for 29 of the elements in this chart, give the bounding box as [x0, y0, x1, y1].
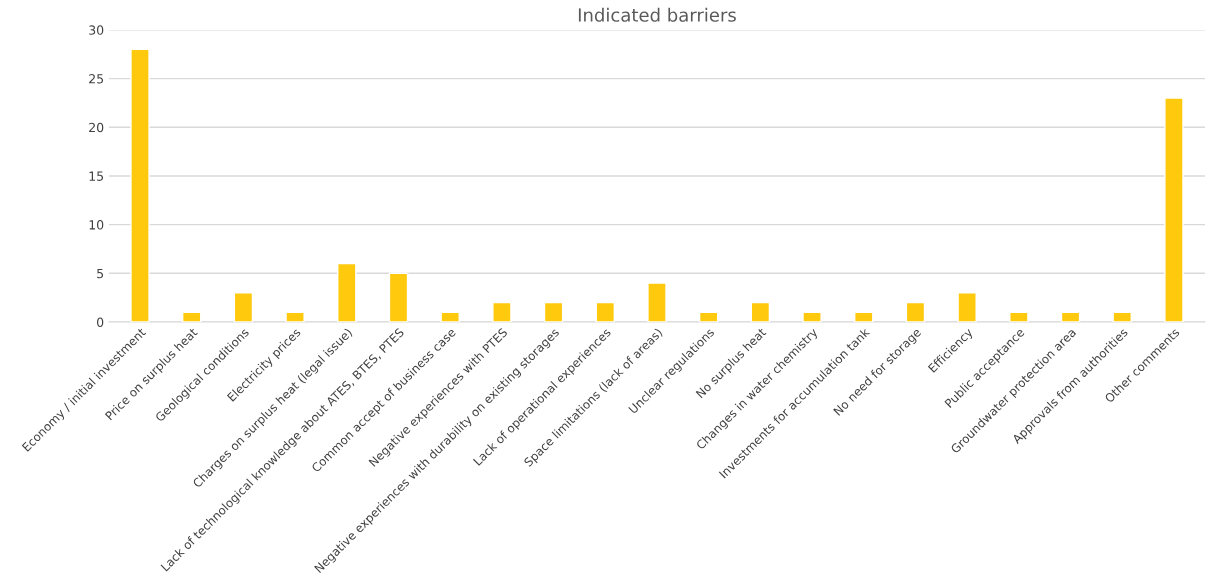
bar	[750, 301, 771, 322]
bar	[181, 311, 202, 322]
bar	[1112, 311, 1132, 322]
bar	[957, 292, 977, 322]
bar	[130, 48, 150, 322]
bar	[1164, 97, 1184, 322]
bar	[802, 311, 822, 322]
bar	[285, 311, 305, 322]
bar	[1060, 311, 1081, 322]
bar	[905, 301, 926, 322]
bar	[647, 282, 667, 322]
y-tick-label: 30	[89, 25, 104, 35]
bar	[337, 262, 357, 322]
y-tick-label: 25	[89, 74, 104, 84]
bar	[1009, 311, 1029, 322]
bar	[440, 311, 460, 322]
y-tick-label: 0	[97, 317, 104, 327]
y-tick-label: 10	[89, 220, 104, 230]
y-tick-label: 5	[97, 268, 104, 279]
y-tick-label: 20	[89, 122, 104, 133]
bar	[854, 311, 874, 322]
y-tick-label: 15	[89, 171, 104, 181]
bar	[595, 301, 616, 322]
chart-title: Indicated barriers	[578, 7, 736, 22]
bar	[233, 292, 254, 322]
bar	[492, 301, 512, 322]
bar	[698, 311, 719, 322]
bar	[388, 272, 409, 322]
bar	[543, 301, 564, 322]
